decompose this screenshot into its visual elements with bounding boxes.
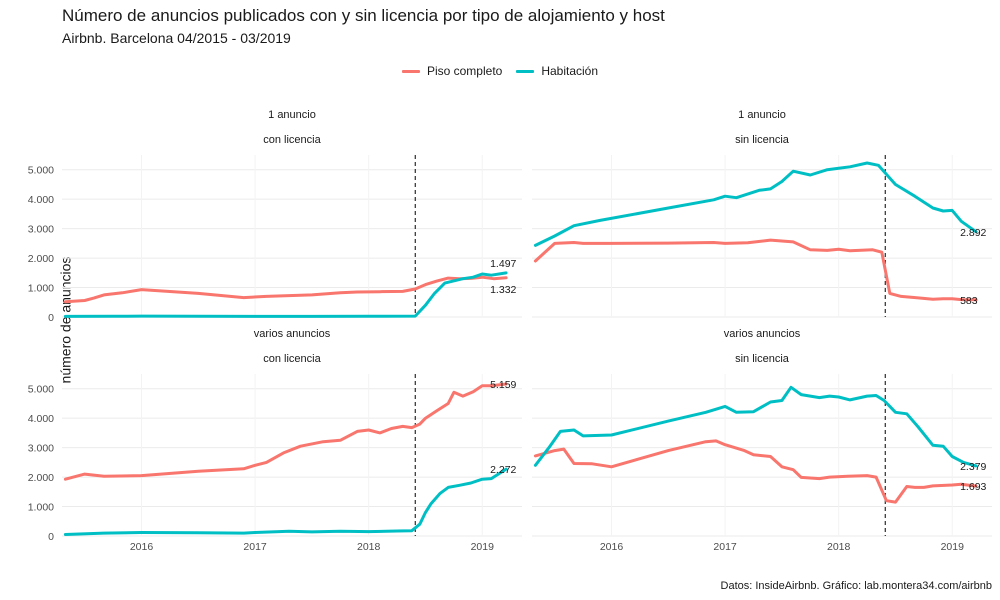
- panel-3-x-tick-label: 2018: [357, 541, 381, 553]
- panel-1-strip-licence: con licencia: [263, 134, 321, 146]
- panel-3-y-tick-label: 3.000: [28, 443, 54, 455]
- panel-2-end-label: 583: [960, 295, 978, 307]
- panel-3-x-tick-label: 2016: [130, 541, 154, 553]
- panel-2-end-label: 2.892: [960, 227, 986, 239]
- panel-3-y-tick-label: 5.000: [28, 384, 54, 396]
- panel-3-x-tick-label: 2019: [471, 541, 495, 553]
- panel-4-line-habitacion: [533, 385, 978, 468]
- panel-3-end-label: 5.159: [490, 379, 516, 391]
- panel-3-y-tick-label: 2.000: [28, 472, 54, 484]
- legend: Piso completo Habitación: [0, 64, 1000, 78]
- panel-4-strip-host: varios anuncios: [724, 328, 801, 340]
- panel-1-strip-host: 1 anuncio: [268, 109, 316, 121]
- chart-caption: Datos: InsideAirbnb. Gráfico: lab.monter…: [720, 580, 992, 592]
- legend-label-habitacion: Habitación: [541, 64, 599, 78]
- legend-item-piso-completo: Piso completo: [401, 64, 503, 78]
- panel-3-y-tick-label: 0: [48, 531, 54, 543]
- panel-4-x-tick-label: 2016: [600, 541, 624, 553]
- panel-4-end-label: 2.379: [960, 461, 986, 473]
- chart-subtitle: Airbnb. Barcelona 04/2015 - 03/2019: [62, 30, 291, 46]
- panel-2-line-piso-completo: [533, 238, 978, 302]
- panel-3-line-habitacion: [63, 467, 508, 536]
- panel-1-y-tick-label: 2.000: [28, 253, 54, 265]
- legend-item-habitacion: Habitación: [516, 64, 598, 78]
- panel-3-strip-host: varios anuncios: [254, 328, 331, 340]
- legend-swatch-habitacion: [516, 69, 535, 73]
- panel-4-x-tick-label: 2019: [941, 541, 965, 553]
- chart-title: Número de anuncios publicados con y sin …: [62, 6, 665, 25]
- panel-1-y-tick-label: 5.000: [28, 165, 54, 177]
- panel-1-end-label: 1.497: [490, 258, 516, 270]
- panel-4-strip-licence: sin licencia: [735, 353, 790, 365]
- panel-4-x-tick-label: 2017: [713, 541, 737, 553]
- panel-3-end-label: 2.272: [490, 464, 516, 476]
- panel-1-y-tick-label: 4.000: [28, 194, 54, 206]
- panel-3-y-tick-label: 1.000: [28, 502, 54, 514]
- panel-1-y-tick-label: 3.000: [28, 224, 54, 236]
- panel-1-end-label: 1.332: [490, 284, 516, 296]
- legend-label-piso-completo: Piso completo: [426, 64, 503, 78]
- legend-swatch-piso-completo: [401, 69, 420, 73]
- panel-3-line-piso-completo: [63, 382, 508, 481]
- panel-2-strip-host: 1 anuncio: [738, 109, 786, 121]
- panel-2-line-habitacion: [533, 161, 978, 247]
- panel-1-line-habitacion: [63, 271, 508, 318]
- panel-4-line-piso-completo: [533, 439, 978, 504]
- panel-4-x-tick-label: 2018: [827, 541, 851, 553]
- panel-3-y-tick-label: 4.000: [28, 413, 54, 425]
- panel-3-strip-licence: con licencia: [263, 353, 321, 365]
- panel-3-x-tick-label: 2017: [243, 541, 267, 553]
- panel-1-y-tick-label: 0: [48, 312, 54, 324]
- panel-1-y-tick-label: 1.000: [28, 283, 54, 295]
- panel-2-strip-licence: sin licencia: [735, 134, 790, 146]
- panel-4-end-label: 1.693: [960, 481, 986, 493]
